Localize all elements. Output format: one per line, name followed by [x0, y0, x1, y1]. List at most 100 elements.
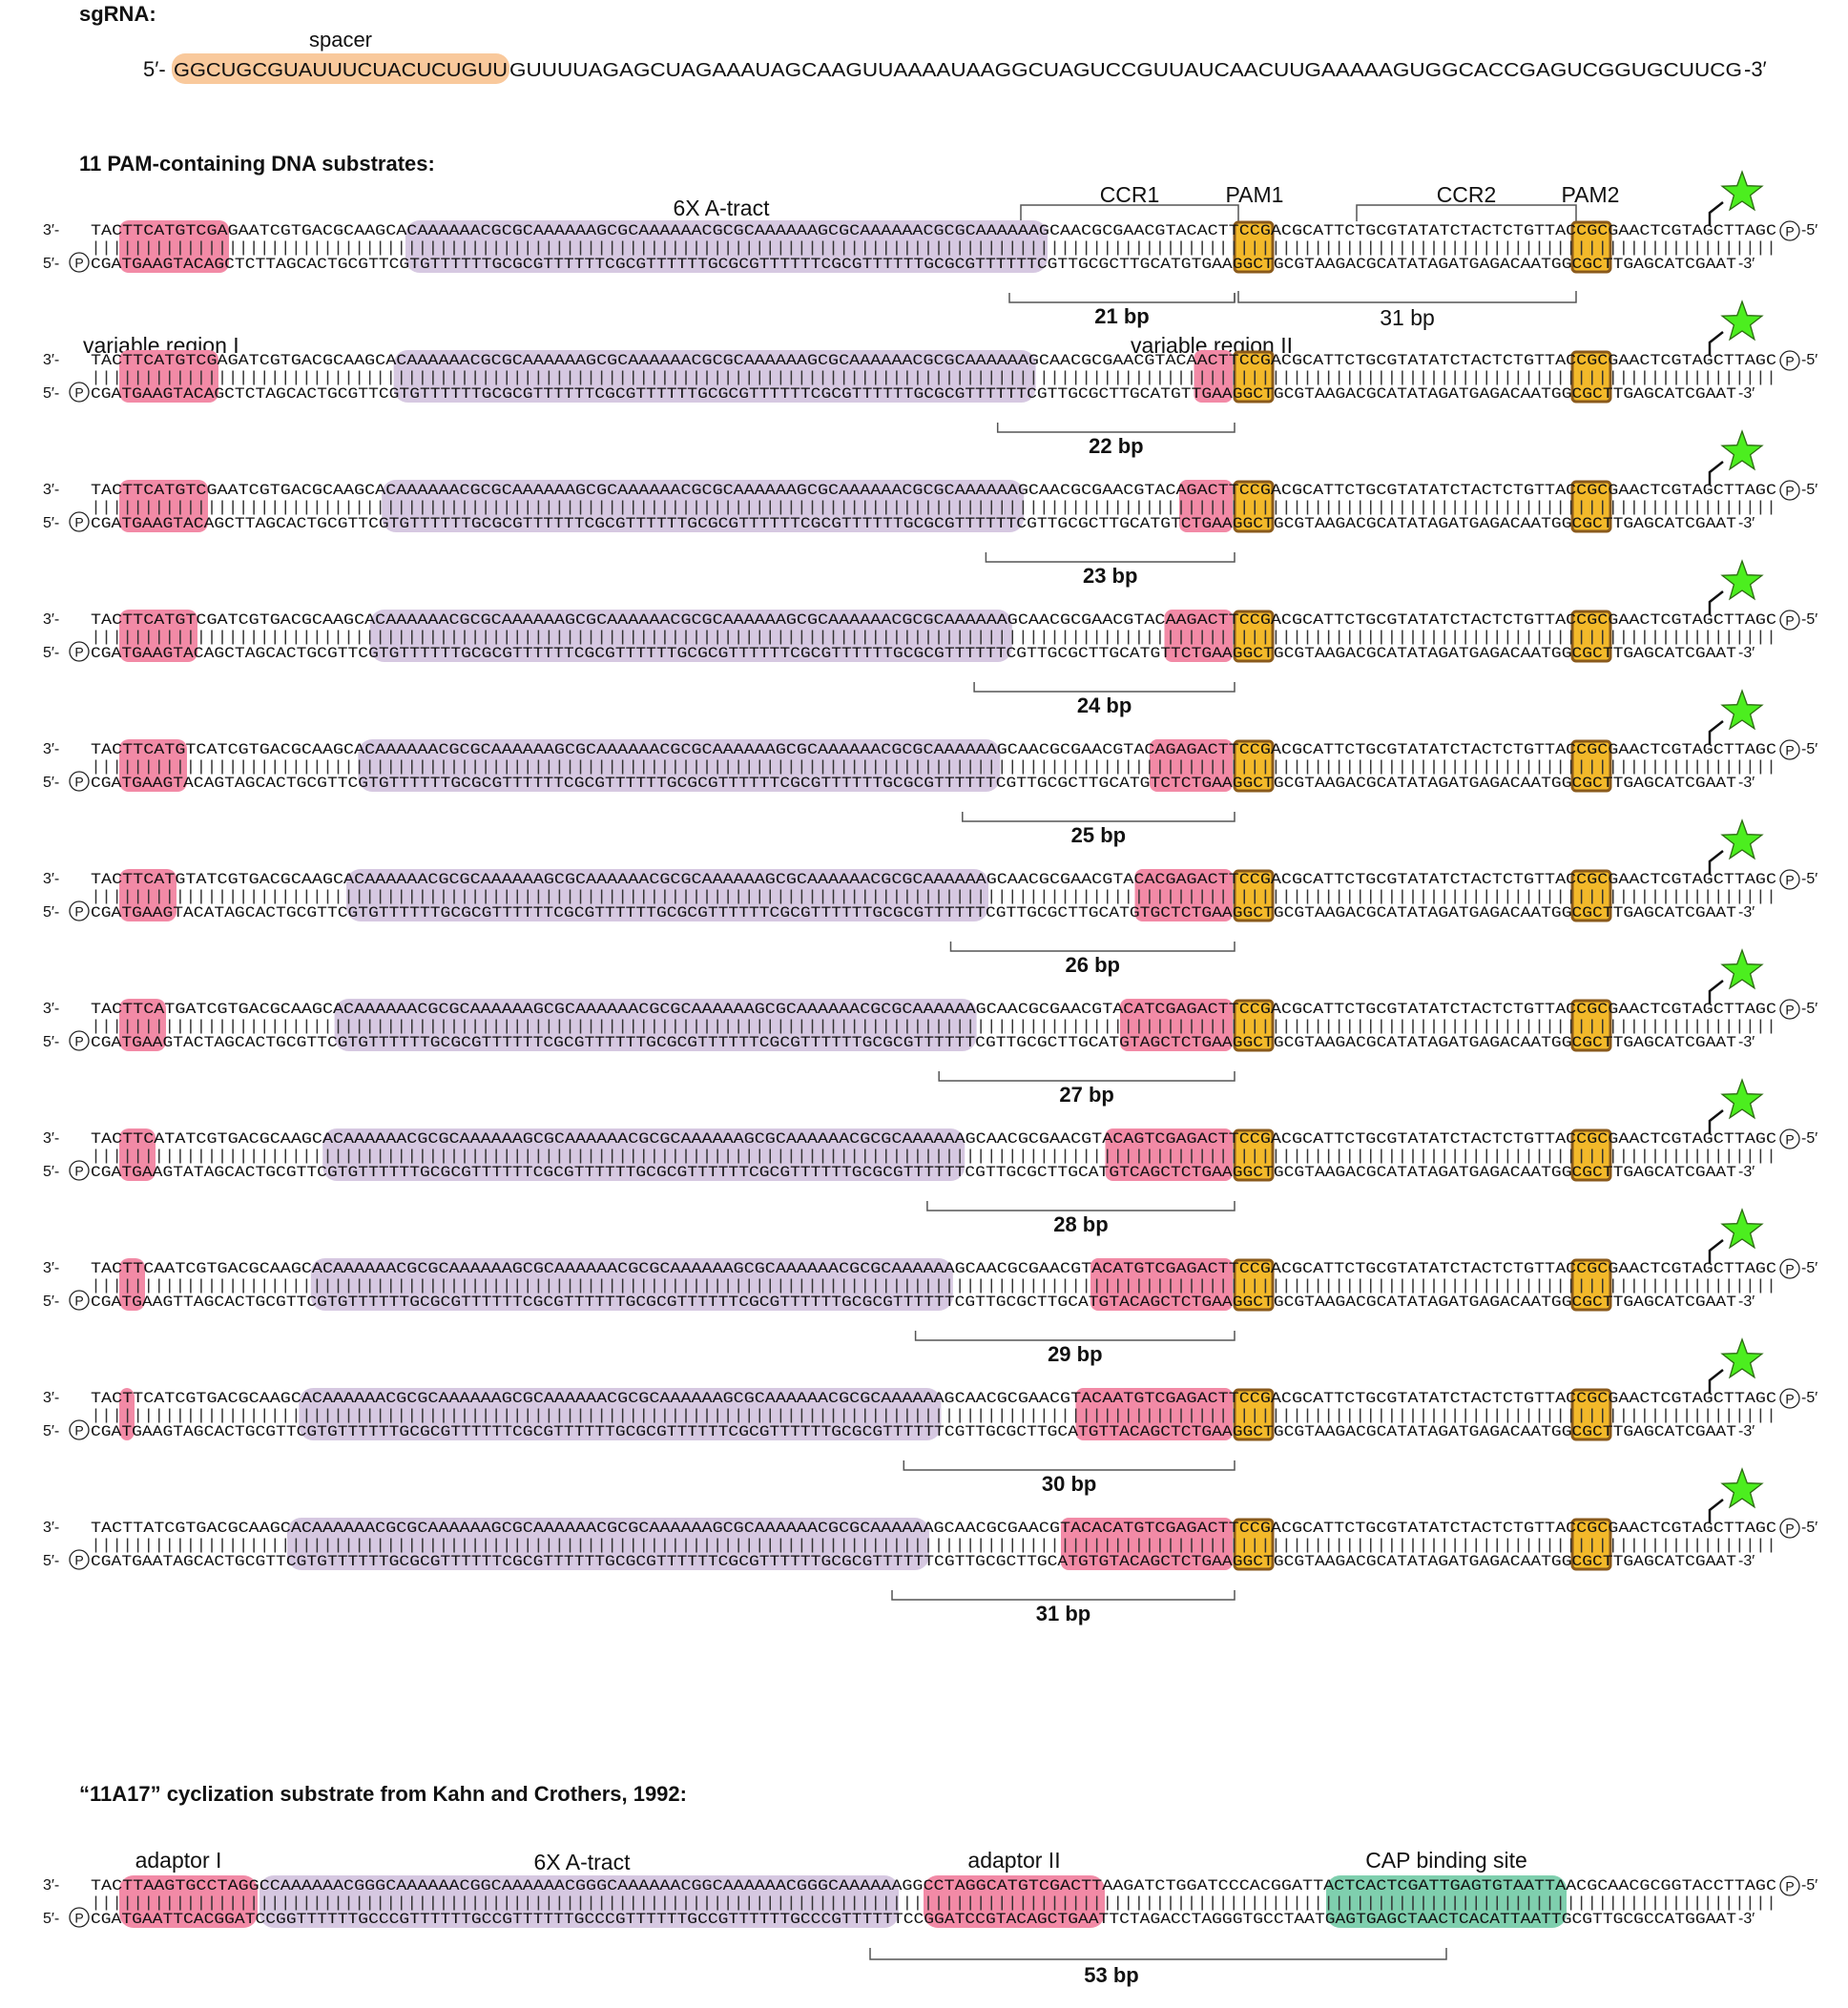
adaptor-2-label: adaptor II — [967, 1848, 1060, 1873]
phosphate-right-letter: P — [1785, 1522, 1794, 1537]
top-strand-5prime: -5′ — [1801, 1001, 1817, 1017]
top-strand-sequence: TACTTCAATCGTGACGCAAGCACAAAAAACGCGCAAAAAA… — [91, 1260, 1776, 1277]
atract-highlight — [393, 350, 1036, 403]
variable-region-1-highlight — [119, 220, 229, 273]
variable-region-2-highlight — [1150, 739, 1233, 792]
variable-region-1-highlight — [119, 350, 218, 403]
fluorophore-linker — [1708, 201, 1724, 226]
pam1-box — [1233, 999, 1275, 1052]
top-strand-sequence: TACTTCATGTCGAATCGTGACGCAAGCACAAAAAACGCGC… — [91, 482, 1776, 499]
pam1-box — [1233, 1128, 1275, 1182]
bottom-strand-sequence: CGATGAAGTATAGCACTGCGTTCGTGTTTTTTGCGCGTTT… — [91, 1164, 1736, 1181]
variable-region-1-highlight — [119, 739, 187, 792]
bottom-strand-5prime: 5′- — [43, 1553, 59, 1569]
pam2-box — [1570, 1388, 1612, 1441]
phosphate-left — [69, 382, 90, 403]
top-strand-3prime: 3′- — [43, 1260, 59, 1276]
atract-highlight — [405, 220, 1048, 273]
top-strand-sequence: TACTTCATGATCGTGACGCAAGCACAAAAAACGCGCAAAA… — [91, 1001, 1776, 1018]
pam1-box — [1233, 1258, 1275, 1312]
ccr1-length-bracket — [962, 812, 1235, 822]
phosphate-right — [1779, 350, 1800, 371]
atract-highlight — [382, 480, 1025, 532]
pam1-box — [1233, 869, 1275, 922]
ccr1-length-label: 29 bp — [1048, 1342, 1102, 1366]
bottom-strand-sequence: CGATGAATTCACGGATCCGGTTTTTTGCCCGTTTTTTGCC… — [91, 1911, 1736, 1928]
phosphate-left — [69, 1290, 90, 1311]
ccr1-length-label: 23 bp — [1083, 564, 1137, 588]
phosphate-right-letter: P — [1785, 1132, 1794, 1148]
phosphate-right — [1779, 1128, 1800, 1149]
top-strand-3prime: 3′- — [43, 1001, 59, 1017]
phosphate-left — [69, 1160, 90, 1181]
fluorophore-linker — [1708, 980, 1724, 1004]
bottom-strand-3prime: -3′ — [1738, 1034, 1755, 1050]
fluorophore-linker — [1708, 590, 1724, 615]
variable-region-2-highlight — [1134, 869, 1233, 921]
ccr1-length-label: 22 bp — [1089, 434, 1143, 458]
atract-highlight — [322, 1128, 966, 1181]
variable-region-2-highlight — [1090, 1258, 1233, 1311]
top-strand-3prime: 3′- — [43, 1877, 59, 1894]
fluorophore-star-icon — [1720, 300, 1764, 342]
ccr2-label: CCR2 — [1437, 182, 1497, 207]
bottom-strand-5prime: 5′- — [43, 775, 59, 791]
top-strand-3prime: 3′- — [43, 482, 59, 498]
atract-highlight — [346, 869, 988, 921]
bottom-strand-sequence: CGATGAAGTACAGCTCTTAGCACTGCGTTCGTGTTTTTTG… — [91, 256, 1736, 273]
spacer-highlight — [172, 53, 509, 84]
top-strand-sequence: TACTTCATGTCGAGATCGTGACGCAAGCACAAAAAACGCG… — [91, 352, 1776, 369]
base-pair-ticks: ||||||||||||||||||||||||||||||||||||||||… — [91, 1537, 1776, 1554]
bottom-strand-3prime: -3′ — [1738, 645, 1755, 661]
ccr1-length-bracket — [891, 1590, 1235, 1601]
atract-highlight — [287, 1518, 929, 1570]
bottom-strand-5prime: 5′- — [43, 1294, 59, 1310]
phosphate-left-letter: P — [74, 1553, 83, 1568]
fluorophore-linker — [1708, 850, 1724, 875]
top-strand-3prime: 3′- — [43, 1130, 59, 1147]
ccr1-length-bracket — [973, 682, 1235, 693]
phosphate-left — [69, 511, 90, 532]
top-strand-5prime: -5′ — [1801, 1260, 1817, 1276]
phosphate-left — [69, 1419, 90, 1440]
bottom-strand-5prime: 5′- — [43, 904, 59, 921]
top-strand-5prime: -5′ — [1801, 1130, 1817, 1147]
fluorophore-star-icon — [1720, 1078, 1764, 1120]
phosphate-right — [1779, 869, 1800, 890]
ccr1-length-label: 28 bp — [1053, 1212, 1108, 1236]
pam1-box — [1233, 220, 1275, 274]
top-strand-5prime: -5′ — [1801, 222, 1817, 238]
bottom-strand-sequence: CGATGAAGTACAGCTCTAGCACTGCGTTCGTGTTTTTTGC… — [91, 385, 1736, 403]
bottom-strand-3prime: -3′ — [1738, 385, 1755, 402]
top-strand-5prime: -5′ — [1801, 1390, 1817, 1406]
ccr1-length-label: 25 bp — [1071, 823, 1126, 847]
top-strand-3prime: 3′- — [43, 352, 59, 368]
kahn-heading: “11A17” cyclization substrate from Kahn … — [79, 1782, 687, 1806]
phosphate-left — [69, 1907, 90, 1928]
cap-site-label: CAP binding site — [1365, 1848, 1527, 1873]
variable-region-1-highlight — [119, 869, 176, 921]
ccr1-length-bracket — [1008, 293, 1235, 303]
top-strand-5prime: -5′ — [1801, 1877, 1817, 1894]
bottom-strand-3prime: -3′ — [1738, 904, 1755, 921]
ccr1-length-label: 31 bp — [1036, 1602, 1090, 1625]
phosphate-left — [69, 252, 90, 273]
spacer-label: spacer — [309, 28, 372, 52]
fluorophore-linker — [1708, 1499, 1724, 1523]
top-strand-sequence: TACTTCATATCGTGACGCAAGCACAAAAAACGCGCAAAAA… — [91, 1130, 1776, 1148]
top-strand-5prime: -5′ — [1801, 611, 1817, 628]
top-strand-3prime: 3′- — [43, 611, 59, 628]
fluorophore-linker — [1708, 1239, 1724, 1264]
ccr1-length-bracket — [949, 942, 1235, 952]
base-pair-ticks: ||||||||||||||||||||||||||||||||||||||||… — [91, 1894, 1776, 1912]
bottom-strand-sequence: CGATGAAGTAGCACTGCGTTCGTGTTTTTTGCGCGTTTTT… — [91, 1423, 1736, 1440]
base-pair-ticks: ||||||||||||||||||||||||||||||||||||||||… — [91, 1018, 1776, 1035]
fluorophore-star-icon — [1720, 429, 1764, 471]
pam1-label: PAM1 — [1226, 182, 1284, 207]
bottom-strand-sequence: CGATGAAGTACAGTAGCACTGCGTTCGTGTTTTTTGCGCG… — [91, 775, 1736, 792]
top-strand-sequence: TACTTCATGTCATCGTGACGCAAGCACAAAAAACGCGCAA… — [91, 741, 1776, 758]
substrate-row-3: 3′- 5′- P P -5′ -3′ TACTTCATGTCGAATCGTGACGCAAG… — [43, 429, 1817, 588]
bottom-strand-sequence: CGATGAAGTACAGCTTAGCACTGCGTTCGTGTTTTTTGCG… — [91, 515, 1736, 532]
fluorophore-star-icon — [1720, 559, 1764, 601]
